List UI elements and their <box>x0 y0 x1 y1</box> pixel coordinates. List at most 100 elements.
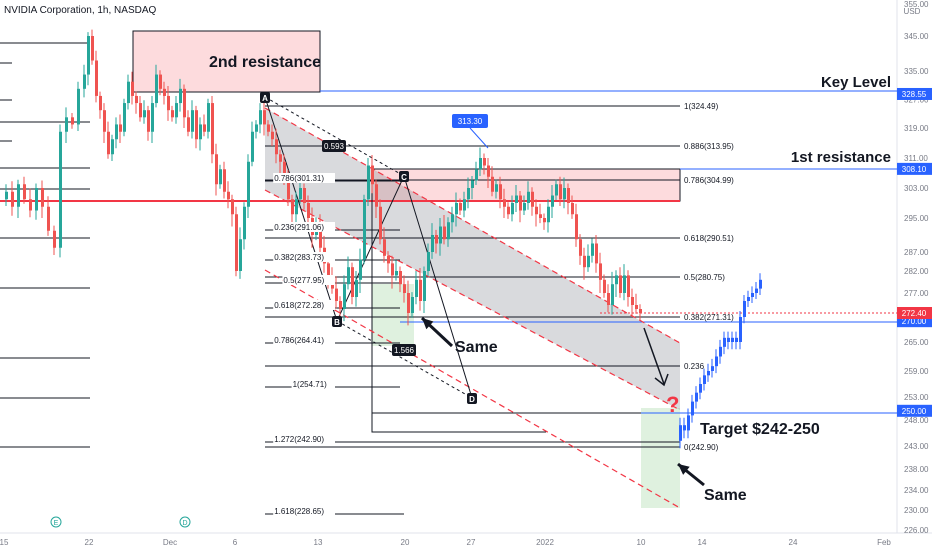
fib-level-label: 0.382(271.31) <box>684 313 734 322</box>
price-marker-label: 270.00 <box>902 317 927 326</box>
price-tick-label: 234.00 <box>904 486 929 495</box>
candle-body <box>83 74 86 89</box>
candle-body <box>283 161 286 181</box>
pattern-ratio-label: 1.566 <box>394 346 415 355</box>
projection-body <box>719 346 722 357</box>
event-marker-label: E <box>54 520 59 527</box>
channel-mid-line <box>264 189 681 411</box>
time-tick-label: 14 <box>698 538 707 547</box>
candle-body <box>619 275 622 293</box>
fib-level-label: 0(242.90) <box>684 443 719 452</box>
candle-body <box>395 271 398 276</box>
candle-body <box>91 36 94 61</box>
fib-level-label: 1(324.49) <box>684 102 719 111</box>
candle-body <box>335 288 338 301</box>
candle-body <box>87 36 90 75</box>
time-tick-label: Feb <box>877 538 891 547</box>
candle-body <box>355 279 358 297</box>
candle-body <box>259 110 262 125</box>
chart-title: NVIDIA Corporation, 1h, NASDAQ <box>4 5 157 16</box>
candle-body <box>583 255 586 268</box>
fib-extension-label: 1.618(228.65) <box>274 507 324 516</box>
candle-body <box>519 195 522 211</box>
candle-body <box>467 188 470 200</box>
projection-body <box>695 392 698 402</box>
candle-body <box>47 206 50 231</box>
projection-body <box>731 337 734 342</box>
candle-body <box>415 279 418 297</box>
candle-body <box>351 267 354 297</box>
candle-body <box>59 131 62 248</box>
pattern-ratio-badge <box>322 140 346 152</box>
candle-body <box>603 279 606 293</box>
candle-body <box>419 279 422 301</box>
projection-body <box>707 371 710 376</box>
candle-body <box>167 95 170 111</box>
projection-body <box>679 425 682 441</box>
fib-level-label: 0.886(313.95) <box>684 142 734 151</box>
candle-body <box>163 88 166 96</box>
target-label: Target $242-250 <box>700 421 820 438</box>
candle-body <box>511 203 514 215</box>
candle-body <box>95 60 98 96</box>
price-marker-label: 250.00 <box>902 407 927 416</box>
labels-layer: 1(324.49) 0.886(313.95) 0.786(304.99) 0.618… <box>260 92 734 516</box>
candle-body <box>627 275 630 297</box>
peak-callout-label: 313.30 <box>458 117 483 126</box>
projection-body <box>699 384 702 393</box>
candle-body <box>507 206 510 215</box>
support-zone-right <box>641 408 680 508</box>
candle-body <box>347 267 350 285</box>
candle-body <box>503 199 506 207</box>
pattern-point-bg <box>332 316 342 327</box>
projection-body <box>747 297 750 301</box>
peak-pointer <box>469 127 489 149</box>
price-tick-label: 265.00 <box>904 338 929 347</box>
fib-extension-label: 0.382(283.73) <box>274 253 324 262</box>
candle-body <box>23 184 26 200</box>
candle-body <box>459 203 462 211</box>
candle-body <box>483 158 486 166</box>
price-tick-label: 259.00 <box>904 367 929 376</box>
candle-body <box>479 158 482 170</box>
candle-body <box>371 165 374 185</box>
candle-body <box>455 203 458 215</box>
projection-body <box>751 293 754 297</box>
event-marker-icon <box>179 516 191 528</box>
candle-body <box>567 188 570 203</box>
candle-body <box>443 226 446 240</box>
candle-body <box>631 297 634 305</box>
candle-body <box>527 191 530 203</box>
candle-body <box>251 131 254 162</box>
price-tick-label: 319.00 <box>904 124 929 133</box>
candle-body <box>579 239 582 256</box>
candle-body <box>183 88 186 118</box>
candle-body <box>535 206 538 215</box>
candle-body <box>359 259 362 280</box>
pattern-point-label: B <box>334 318 340 327</box>
candle-body <box>107 131 110 155</box>
candle-body <box>271 131 274 140</box>
fib-extension-label-bg <box>273 222 335 232</box>
candle-body <box>447 222 450 240</box>
price-tick-label: 248.00 <box>904 416 929 425</box>
projection-body <box>711 366 714 371</box>
time-tick-label: 15 <box>0 538 9 547</box>
price-marker-label: 328.55 <box>902 90 927 99</box>
candle-body <box>5 191 8 200</box>
pattern-ratio-badge <box>392 344 416 356</box>
candle-body <box>559 184 562 200</box>
abcd-ac-line <box>264 96 405 177</box>
projection-body <box>743 301 746 317</box>
candle-body <box>199 124 202 140</box>
candle-body <box>155 74 158 104</box>
time-tick-label: 24 <box>789 538 798 547</box>
fib-extension-label-bg <box>273 173 335 183</box>
projection-body <box>715 356 718 367</box>
price-tick-label: 295.00 <box>904 214 929 223</box>
candle-body <box>123 103 126 132</box>
price-marker-badge <box>897 87 932 100</box>
candle-body <box>17 184 20 207</box>
